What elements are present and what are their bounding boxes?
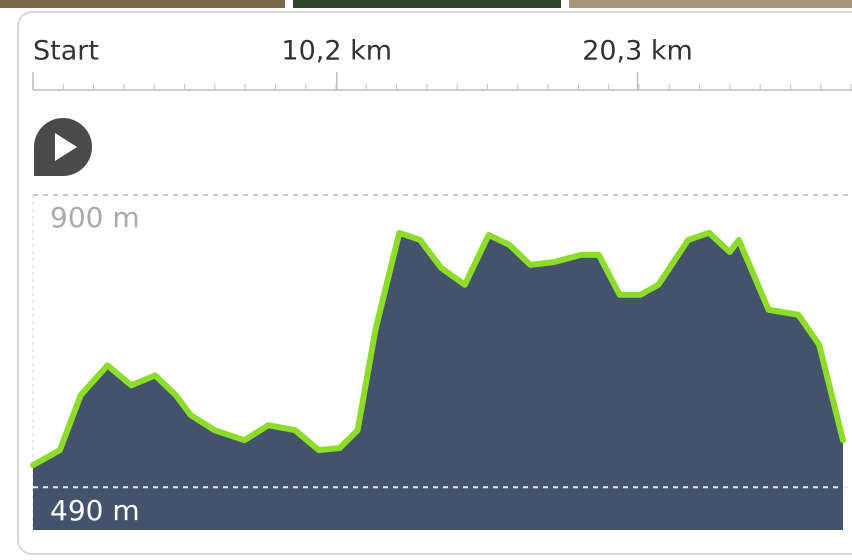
screen: Start 10,2 km 20,3 km 900 m 490 m [0,0,852,560]
y-tick-label: 900 m [50,201,140,234]
x-tick-label: 20,3 km [582,36,693,67]
photo-thumb [293,0,561,8]
photo-thumb [0,0,285,8]
y-tick-label: 490 m [50,494,140,527]
photo-thumb [569,0,852,8]
x-tick-label: Start [33,36,99,67]
x-tick-label: 10,2 km [281,36,392,67]
play-button[interactable] [34,118,92,176]
page: {"chart_data": {"type": "area", "x": [0,… [0,0,852,560]
